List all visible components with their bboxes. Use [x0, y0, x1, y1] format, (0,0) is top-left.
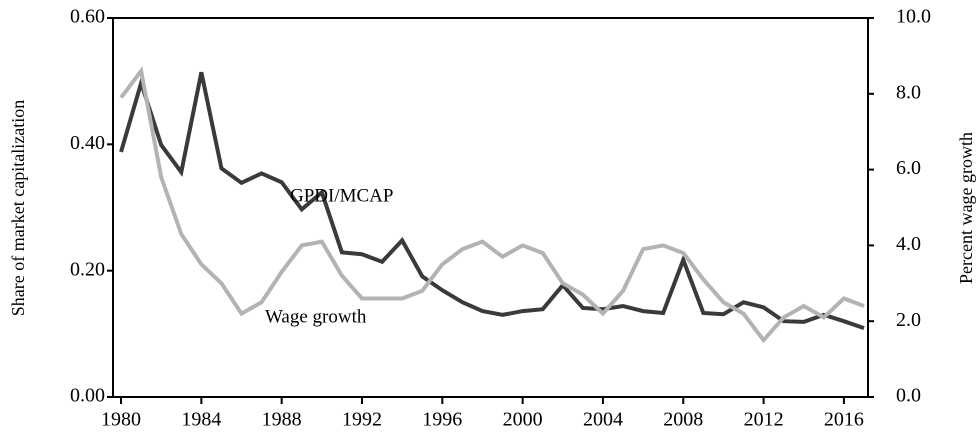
x-tick-label: 2000	[503, 409, 543, 431]
plot-frame	[112, 17, 869, 398]
x-tick-label: 1996	[422, 409, 462, 431]
y-tick-label: 0.40	[70, 132, 105, 154]
x-tick-label: 2016	[824, 409, 864, 431]
x-tick-label: 1988	[262, 409, 302, 431]
y-tick-label: 0.20	[70, 258, 105, 280]
series-line	[119, 66, 865, 344]
y2-tick-label: 8.0	[896, 81, 921, 103]
y2-tick-label: 4.0	[896, 233, 921, 255]
series-line	[119, 71, 865, 331]
y-axis-title: Share of market capitalization	[8, 100, 28, 316]
y2-tick-label: 6.0	[896, 157, 921, 179]
y2-tick-label: 10.0	[896, 6, 931, 28]
series-annotation: Wage growth	[265, 306, 367, 327]
series-annotation: GPDI/MCAP	[290, 185, 393, 206]
x-tick-label: 1980	[101, 409, 141, 431]
x-tick-label: 1992	[342, 409, 382, 431]
y2-tick-label: 2.0	[896, 309, 921, 331]
x-tick-label: 2008	[663, 409, 703, 431]
y-tick-label: 0.00	[70, 385, 105, 407]
y2-axis-title: Percent wage growth	[956, 132, 976, 284]
x-tick-label: 2012	[744, 409, 784, 431]
x-tick-label: 1984	[181, 409, 221, 431]
y-tick-label: 0.60	[70, 6, 105, 28]
x-tick-label: 2004	[583, 409, 623, 431]
y2-tick-label: 0.0	[896, 385, 921, 407]
